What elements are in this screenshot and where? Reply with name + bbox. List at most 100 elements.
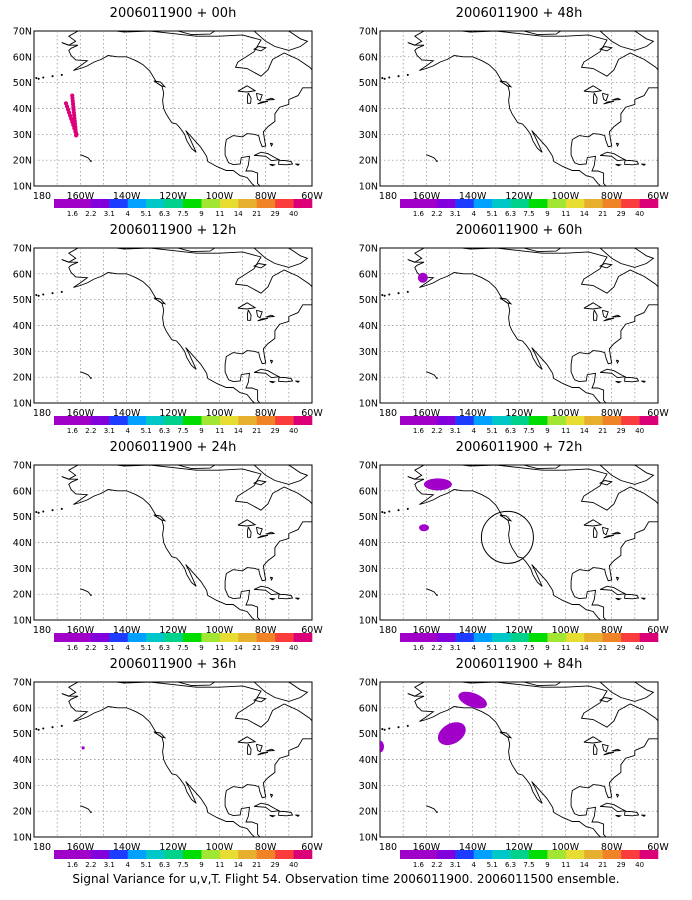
colorbar-swatch — [565, 633, 585, 642]
lon-label: 100W — [552, 625, 580, 636]
colorbar-label: 14 — [580, 861, 589, 868]
colorbar-label: 21 — [252, 644, 261, 651]
colorbar-label: 2.2 — [85, 427, 96, 434]
lat-label: 20N — [13, 373, 32, 384]
colorbar-swatch — [146, 199, 165, 208]
colorbar-label: 2.2 — [431, 210, 442, 217]
lon-label: 80W — [601, 625, 623, 636]
colorbar-swatch — [293, 633, 313, 642]
colorbar-swatch — [90, 850, 110, 859]
colorbar-swatch — [547, 199, 567, 208]
lat-label: 30N — [13, 130, 32, 141]
panel-title: 2006011900 + 24h — [109, 440, 237, 455]
colorbar-label: 11 — [561, 427, 570, 434]
colorbar-label: 9 — [545, 210, 549, 217]
lon-label: 140W — [113, 842, 141, 853]
panel-title: 2006011900 + 12h — [109, 223, 237, 238]
colorbar-label: 9 — [545, 644, 549, 651]
colorbar-swatch — [127, 850, 147, 859]
colorbar-swatch — [293, 850, 313, 859]
map-canvas: 10N 20N 30N 40N 50N 60N 70N 180 160W 140W 120W 100W… — [359, 461, 670, 652]
lon-label: 180 — [33, 842, 51, 853]
lon-label: 160W — [67, 191, 95, 202]
map-panel: 10N 20N 30N 40N 50N 60N 70N 180 160W 140W 120W 100W… — [0, 0, 346, 217]
colorbar-swatch — [109, 850, 129, 859]
colorbar-swatch — [90, 633, 110, 642]
colorbar-label: 29 — [271, 644, 280, 651]
lon-label: 60W — [647, 842, 669, 853]
colorbar-label: 5.1 — [487, 644, 498, 651]
colorbar-swatch — [164, 633, 184, 642]
lon-label: 140W — [459, 408, 487, 419]
lat-label: 10N — [359, 399, 378, 410]
colorbar-swatch — [54, 633, 73, 642]
colorbar-label: 29 — [271, 210, 280, 217]
colorbar: 1.6 2.2 3.1 4 5.1 6.3 7.5 9 11 14 21 29 40 — [54, 633, 313, 651]
lon-label: 80W — [601, 191, 623, 202]
map-panel: 10N 20N 30N 40N 50N 60N 70N 180 160W 140W 120W 100W… — [0, 434, 346, 651]
colorbar-label: 11 — [215, 861, 224, 868]
map-canvas: 10N 20N 30N 40N 50N 60N 70N 180 160W 140W 120W 100W… — [13, 678, 324, 869]
colorbar-swatch — [529, 199, 548, 208]
colorbar-swatch — [418, 633, 438, 642]
colorbar-label: 4 — [471, 861, 476, 868]
colorbar-swatch — [584, 416, 604, 425]
lon-label: 100W — [552, 408, 580, 419]
colorbar-swatch — [127, 416, 147, 425]
coastline — [35, 31, 312, 186]
colorbar-swatch — [256, 416, 276, 425]
colorbar-label: 3.1 — [450, 861, 461, 868]
colorbar-swatch — [256, 850, 276, 859]
colorbar-swatch — [529, 633, 548, 642]
colorbar-swatch — [639, 416, 659, 425]
colorbar-swatch — [183, 850, 202, 859]
colorbar-swatch — [436, 199, 456, 208]
colorbar-swatch — [400, 199, 419, 208]
colorbar-swatch — [455, 850, 475, 859]
map-panel: 10N 20N 30N 40N 50N 60N 70N 180 160W 140W 120W 100W… — [346, 651, 692, 868]
colorbar-label: 2.2 — [85, 210, 96, 217]
lon-label: 140W — [113, 625, 141, 636]
colorbar-label: 2.2 — [85, 644, 96, 651]
colorbar-label: 7.5 — [523, 427, 534, 434]
colorbar-label: 3.1 — [450, 427, 461, 434]
signal-variance-field — [81, 746, 85, 750]
colorbar-swatch — [183, 199, 202, 208]
colorbar: 1.6 2.2 3.1 4 5.1 6.3 7.5 9 11 14 21 29 40 — [54, 850, 313, 868]
panel-title: 2006011900 + 36h — [109, 657, 237, 672]
lon-label: 180 — [379, 191, 397, 202]
colorbar-label: 7.5 — [177, 210, 188, 217]
colorbar-swatch — [565, 416, 585, 425]
colorbar-swatch — [238, 633, 258, 642]
colorbar-label: 21 — [598, 861, 607, 868]
graticule — [380, 31, 658, 186]
colorbar-swatch — [183, 416, 202, 425]
colorbar-label: 21 — [598, 427, 607, 434]
colorbar-label: 5.1 — [487, 427, 498, 434]
coastline — [381, 31, 658, 186]
lat-label: 70N — [13, 27, 32, 38]
colorbar-swatch — [547, 633, 567, 642]
map-frame: 10N 20N 30N 40N 50N 60N 70N 180 160W 140W 120W 100W… — [359, 461, 670, 637]
colorbar-swatch — [602, 633, 622, 642]
colorbar-swatch — [602, 850, 622, 859]
lon-label: 60W — [647, 408, 669, 419]
lat-label: 10N — [13, 616, 32, 627]
graticule — [34, 31, 312, 186]
colorbar-label: 40 — [289, 427, 298, 434]
signal-variance-field — [63, 93, 79, 138]
lon-label: 100W — [552, 191, 580, 202]
colorbar-label: 29 — [617, 427, 626, 434]
lon-label: 80W — [601, 842, 623, 853]
lat-label: 70N — [13, 244, 32, 255]
colorbar-label: 14 — [234, 210, 243, 217]
colorbar-swatch — [72, 633, 92, 642]
lon-label: 180 — [33, 625, 51, 636]
lon-label: 80W — [255, 191, 277, 202]
colorbar-label: 6.3 — [505, 427, 516, 434]
colorbar-label: 40 — [635, 644, 644, 651]
lon-label: 140W — [459, 625, 487, 636]
lon-label: 160W — [67, 842, 95, 853]
colorbar: 1.6 2.2 3.1 4 5.1 6.3 7.5 9 11 14 21 29 40 — [400, 633, 659, 651]
colorbar-label: 2.2 — [431, 427, 442, 434]
